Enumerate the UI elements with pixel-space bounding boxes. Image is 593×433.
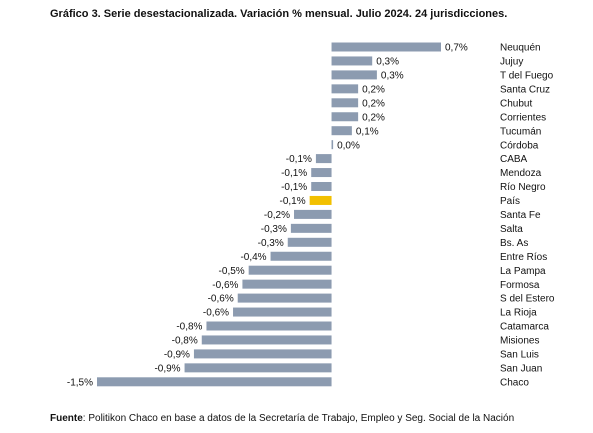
bar [331, 112, 359, 122]
category-label: T del Fuego [500, 71, 554, 82]
value-label: -0,9% [164, 350, 190, 361]
category-label: Chaco [500, 377, 529, 388]
bar [290, 223, 332, 233]
category-label: País [500, 196, 520, 207]
source-text: : Politikon Chaco en base a datos de la … [83, 413, 514, 424]
bar [193, 349, 332, 359]
category-label: Catamarca [500, 322, 549, 333]
value-label: 0,3% [381, 71, 404, 82]
bar [242, 279, 332, 289]
value-label: 0,2% [362, 112, 385, 123]
value-label: -0,8% [172, 336, 198, 347]
bar [294, 209, 332, 219]
value-label: 0,0% [337, 140, 360, 151]
value-label: -0,3% [258, 238, 284, 249]
bar [331, 56, 373, 66]
category-label: Río Negro [500, 182, 546, 193]
category-label: Jujuy [500, 57, 523, 68]
category-label: San Luis [500, 350, 539, 361]
category-label: Misiones [500, 336, 539, 347]
chart-title: Gráfico 3. Serie desestacionalizada. Var… [50, 8, 507, 20]
bar [331, 140, 334, 150]
bar [311, 168, 332, 178]
bar [201, 335, 332, 345]
category-label: Chubut [500, 98, 532, 109]
value-label: -0,9% [154, 363, 180, 374]
category-label: Tucumán [500, 126, 541, 137]
value-label: 0,1% [356, 126, 379, 137]
value-label: 0,2% [362, 84, 385, 95]
value-label: -0,1% [281, 168, 307, 179]
bar [248, 265, 332, 275]
value-label: -0,1% [286, 154, 312, 165]
value-label: -0,6% [203, 308, 229, 319]
category-label: Formosa [500, 280, 540, 291]
value-label: 0,2% [362, 98, 385, 109]
bar [331, 84, 359, 94]
bar [331, 126, 352, 136]
bar [184, 363, 332, 373]
bar [309, 195, 332, 205]
bar [311, 182, 332, 191]
bar [331, 42, 441, 52]
value-label: -0,4% [240, 252, 266, 263]
category-label: Corrientes [500, 112, 546, 123]
value-label: 0,7% [445, 43, 468, 54]
source-label: Fuente [50, 413, 83, 424]
bar [233, 307, 332, 317]
category-label: San Juan [500, 363, 542, 374]
value-label: -0,5% [219, 266, 245, 277]
source-note: Fuente: Politikon Chaco en base a datos … [50, 413, 514, 424]
bar [206, 321, 332, 331]
category-label: S del Estero [500, 294, 555, 305]
category-label: CABA [500, 154, 528, 165]
value-label: -0,8% [176, 322, 202, 333]
category-label: La Rioja [500, 308, 537, 319]
value-label: -0,6% [208, 294, 234, 305]
category-label: La Pampa [500, 266, 546, 277]
value-label: -0,6% [212, 280, 238, 291]
value-label: -0,1% [280, 196, 306, 207]
value-label: -1,5% [67, 377, 93, 388]
bar [331, 98, 359, 108]
category-label: Neuquén [500, 43, 541, 54]
bar [97, 377, 332, 387]
bar [331, 70, 377, 80]
category-label: Santa Cruz [500, 84, 550, 95]
bar [287, 237, 332, 247]
category-label: Bs. As [500, 238, 528, 249]
bar [237, 293, 332, 303]
category-label: Córdoba [500, 140, 539, 151]
value-label: 0,3% [376, 57, 399, 68]
category-label: Entre Ríos [500, 252, 547, 263]
bar [315, 154, 332, 164]
value-label: -0,1% [281, 182, 307, 193]
category-label: Mendoza [500, 168, 542, 179]
value-label: -0,3% [261, 224, 287, 235]
category-label: Salta [500, 224, 523, 235]
category-label: Santa Fe [500, 210, 541, 221]
value-label: -0,2% [264, 210, 290, 221]
bar [270, 251, 332, 261]
